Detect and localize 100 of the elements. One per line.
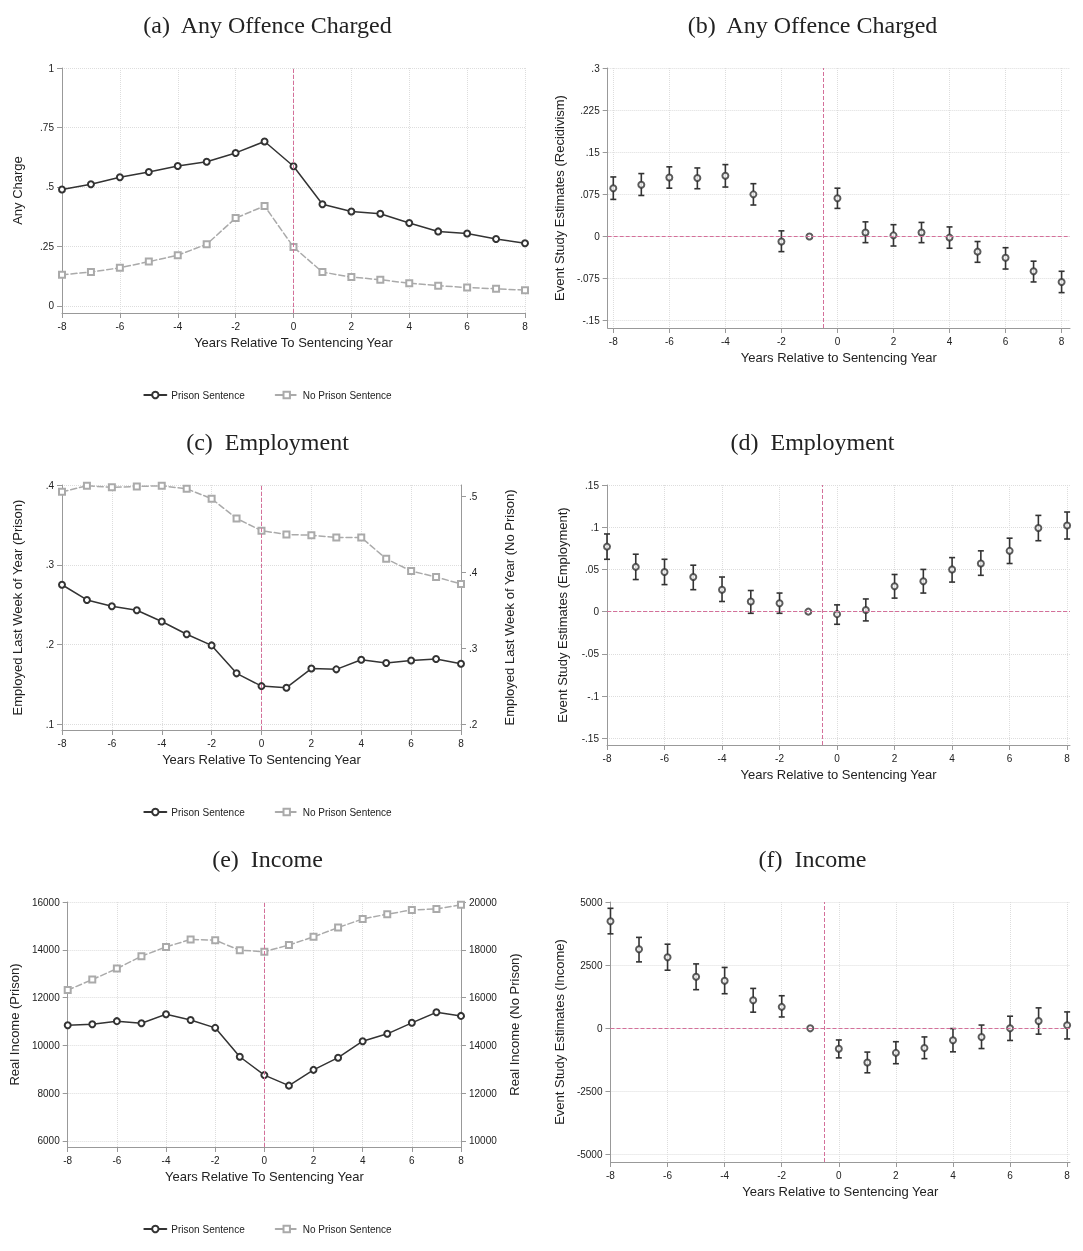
point [307, 531, 316, 540]
point [82, 481, 91, 490]
point [834, 1044, 843, 1053]
point [1005, 546, 1014, 555]
x-tick-label: 0 [836, 1169, 843, 1181]
point [720, 976, 729, 985]
point [132, 606, 141, 615]
point [405, 279, 414, 288]
y-tick-label: 12000 [31, 992, 61, 1004]
y-axis-title: Any Charge [10, 156, 25, 225]
x-tick-label: 4 [406, 320, 413, 332]
point [115, 263, 124, 272]
point [457, 659, 465, 668]
point [405, 219, 414, 228]
y-tick-label: .2 [45, 639, 55, 651]
chart-title: (c) Employment [186, 429, 350, 455]
point [232, 514, 241, 523]
x-tick-label: -6 [112, 1154, 122, 1166]
y-axis-title: Event Study Estimates (Income) [552, 939, 567, 1125]
legend-label: Prison Sentence [171, 1223, 246, 1235]
point [309, 932, 318, 941]
point [231, 214, 240, 223]
y2-tick-label: 10000 [469, 1135, 498, 1147]
x-tick-label: 0 [834, 335, 841, 347]
point [718, 585, 727, 594]
x-tick-label: -4 [720, 1169, 730, 1181]
y2-axis-title: Employed Last Week of Year (No Prison) [502, 489, 517, 726]
point [82, 595, 91, 604]
point [347, 273, 356, 282]
legend-label: No Prison Sentence [302, 806, 393, 818]
point [182, 630, 191, 639]
x-tick-label: -2 [777, 1169, 787, 1181]
point [432, 654, 441, 663]
point [603, 542, 611, 551]
point [182, 484, 191, 493]
x-tick-label: 8 [1064, 752, 1071, 764]
x-tick-label: -8 [606, 1169, 616, 1181]
x-axis-title: Years Relative To Sentencing Year [164, 1168, 365, 1184]
y-tick-label: 0 [596, 1022, 603, 1034]
point [357, 533, 366, 542]
point [58, 580, 66, 589]
point [775, 599, 784, 608]
y2-tick-label: 18000 [469, 944, 498, 956]
x-tick-label: -2 [776, 335, 787, 347]
legend-label: Prison Sentence [171, 806, 246, 818]
y-tick-label: .3 [591, 62, 601, 74]
point [457, 1011, 465, 1020]
point [457, 579, 465, 588]
point [660, 567, 669, 576]
x-tick-label: 8 [1058, 335, 1065, 347]
y2-tick-label: 20000 [469, 896, 498, 908]
point [749, 996, 758, 1005]
x-tick-label: 2 [893, 1169, 900, 1181]
point [382, 658, 391, 667]
point [663, 953, 672, 962]
point [357, 655, 366, 664]
y-axis-title: Event Study Estimates (Employment) [555, 507, 570, 723]
x-tick-label: 4 [359, 1154, 366, 1166]
y-tick-label: 1 [48, 62, 55, 74]
point [235, 946, 244, 955]
y-tick-label: 0 [593, 606, 600, 618]
point [260, 137, 269, 146]
y-tick-label: .05 [585, 563, 600, 575]
point [434, 227, 443, 236]
point [457, 900, 465, 909]
x-tick-label: -6 [107, 737, 117, 749]
point [334, 1053, 343, 1062]
point [207, 494, 216, 503]
y-tick-label: .1 [45, 718, 55, 730]
point [521, 239, 529, 248]
y-tick-label: .5 [45, 181, 55, 193]
x-tick-label: 0 [261, 1154, 268, 1166]
point [202, 157, 211, 166]
y-tick-label: 16000 [31, 896, 61, 908]
point [332, 665, 341, 674]
y-tick-label: -.15 [581, 732, 600, 744]
y-tick-label: -.15 [582, 315, 601, 327]
y-axis-title: Event Study Estimates (Recidivism) [552, 95, 567, 301]
y-tick-label: 5000 [580, 896, 603, 908]
point [334, 923, 343, 932]
x-axis-title: Years Relative to Sentencing Year [740, 766, 938, 782]
point [1001, 253, 1010, 262]
y-tick-label: 2500 [580, 959, 603, 971]
point [973, 247, 982, 256]
point [282, 530, 291, 539]
point [232, 669, 241, 678]
x-axis-title: Years Relative To Sentencing Year [194, 334, 394, 350]
point [376, 209, 385, 218]
point [1063, 1021, 1072, 1030]
x-tick-label: 6 [464, 320, 471, 332]
y-tick-label: -.075 [576, 273, 601, 285]
x-tick-label: 6 [1007, 1169, 1014, 1181]
point [407, 905, 416, 914]
y-tick-label: .3 [45, 559, 55, 571]
point [609, 184, 618, 193]
point [86, 180, 95, 189]
point [1034, 524, 1043, 533]
x-tick-label: -4 [161, 1154, 171, 1166]
point [284, 1081, 293, 1090]
y-tick-label: -.05 [581, 648, 600, 660]
